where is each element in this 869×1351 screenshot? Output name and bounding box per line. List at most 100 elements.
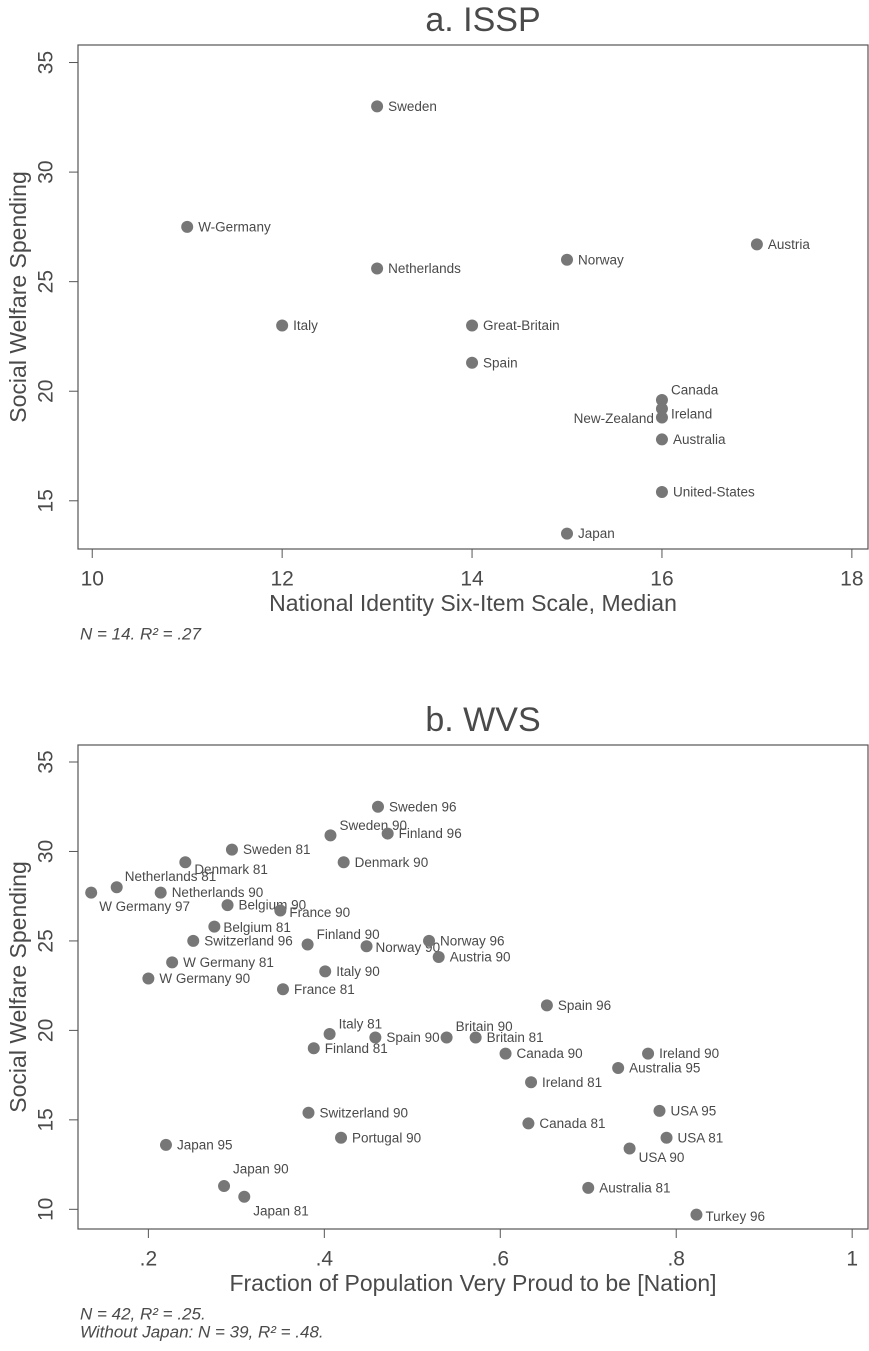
point (655, 433, 668, 446)
point-label: W Germany 90 (159, 971, 250, 986)
point-label: Italy 81 (339, 1017, 383, 1032)
point (274, 904, 287, 917)
point-label: Netherlands (388, 261, 461, 276)
point (85, 886, 98, 899)
point-label: Finland 81 (325, 1041, 388, 1056)
point-label: Austria 90 (450, 950, 511, 965)
point-label: Turkey 96 (705, 1209, 765, 1224)
point (655, 393, 668, 406)
x-tick-label: 1 (846, 1248, 858, 1271)
y-axis-label: Social Welfare Spending (5, 171, 31, 422)
point (690, 1208, 703, 1221)
y-tick-label: 25 (35, 929, 58, 952)
point (319, 965, 332, 978)
point-label: Ireland (671, 406, 712, 421)
point-label: Netherlands 90 (172, 885, 264, 900)
point-label: Japan (578, 526, 615, 541)
plot-frame (77, 44, 869, 550)
point (561, 253, 574, 266)
point (371, 262, 384, 275)
point-label: W Germany 81 (183, 955, 274, 970)
point-label: Spain 90 (386, 1030, 439, 1045)
point (655, 486, 668, 499)
point-label: New-Zealand (574, 411, 654, 426)
point (360, 940, 373, 953)
point-label: Britain 81 (487, 1030, 544, 1045)
point (324, 829, 337, 842)
point (522, 1117, 535, 1130)
y-tick-label: 20 (35, 1019, 58, 1042)
point-label: USA 95 (671, 1103, 717, 1118)
point-label: Norway (578, 252, 624, 267)
point (154, 886, 167, 899)
x-tick-label: .6 (492, 1248, 510, 1271)
point-label: USA 90 (639, 1150, 685, 1165)
y-tick-label: 30 (35, 160, 58, 183)
point-label: Switzerland 90 (319, 1105, 408, 1120)
point-label: W Germany 97 (99, 899, 190, 914)
x-tick-label: .4 (316, 1248, 334, 1271)
point-label: Canada 90 (517, 1046, 583, 1061)
chart-title: a. ISSP (425, 1, 540, 39)
point (276, 319, 289, 332)
point (187, 934, 200, 947)
point-label: Japan 90 (233, 1162, 289, 1177)
point-label: Austria (768, 237, 811, 252)
point (499, 1047, 512, 1060)
point-label: Canada (671, 383, 719, 398)
point (218, 1180, 231, 1193)
point-label: Sweden (388, 99, 437, 114)
point (301, 938, 314, 951)
x-tick-label: 10 (81, 568, 104, 591)
point (655, 402, 668, 415)
point-label: France 81 (294, 982, 355, 997)
point (323, 1027, 336, 1040)
point (276, 983, 289, 996)
y-tick-label: 20 (35, 380, 58, 403)
point-label: Portugal 90 (352, 1130, 421, 1145)
point-label: Great-Britain (483, 318, 560, 333)
y-tick-label: 10 (35, 1198, 58, 1221)
point (655, 411, 668, 424)
point (371, 100, 384, 113)
point (612, 1061, 625, 1074)
point-label: Sweden 96 (389, 799, 457, 814)
note: Without Japan: N = 39, R² = .48. (80, 1322, 324, 1341)
note: N = 42, R² = .25. (80, 1304, 206, 1323)
point-label: Australia (673, 432, 726, 447)
x-axis-label: National Identity Six-Item Scale, Median (269, 590, 677, 616)
point-label: Belgium 81 (223, 920, 291, 935)
x-tick-label: 16 (650, 568, 673, 591)
y-tick-label: 35 (35, 51, 58, 74)
x-tick-label: 14 (460, 568, 484, 591)
point (166, 956, 179, 969)
point (432, 951, 445, 964)
point (159, 1138, 172, 1151)
x-tick-label: 18 (840, 568, 863, 591)
plot-frame (77, 744, 869, 1230)
point-label: Australia 95 (629, 1061, 700, 1076)
point-label: Italy 90 (336, 964, 380, 979)
point-label: W-Germany (198, 219, 271, 234)
y-tick-label: 25 (35, 270, 58, 293)
point-label: Japan 95 (177, 1137, 233, 1152)
note: N = 14. R² = .27 (80, 624, 201, 643)
x-axis-label: Fraction of Population Very Proud to be … (229, 1270, 716, 1296)
point (142, 972, 155, 985)
point (561, 527, 574, 540)
point-label: Switzerland 96 (204, 933, 293, 948)
point (525, 1076, 538, 1089)
point (221, 899, 234, 912)
point (466, 356, 479, 369)
point (307, 1042, 320, 1055)
point-label: Canada 81 (539, 1116, 605, 1131)
point-label: Australia 81 (599, 1180, 670, 1195)
point (582, 1181, 595, 1194)
point-label: Spain (483, 355, 518, 370)
point (335, 1131, 348, 1144)
point-label: Finland 96 (399, 826, 462, 841)
point (302, 1106, 315, 1119)
point-label: Japan 81 (253, 1203, 309, 1218)
point (369, 1031, 382, 1044)
